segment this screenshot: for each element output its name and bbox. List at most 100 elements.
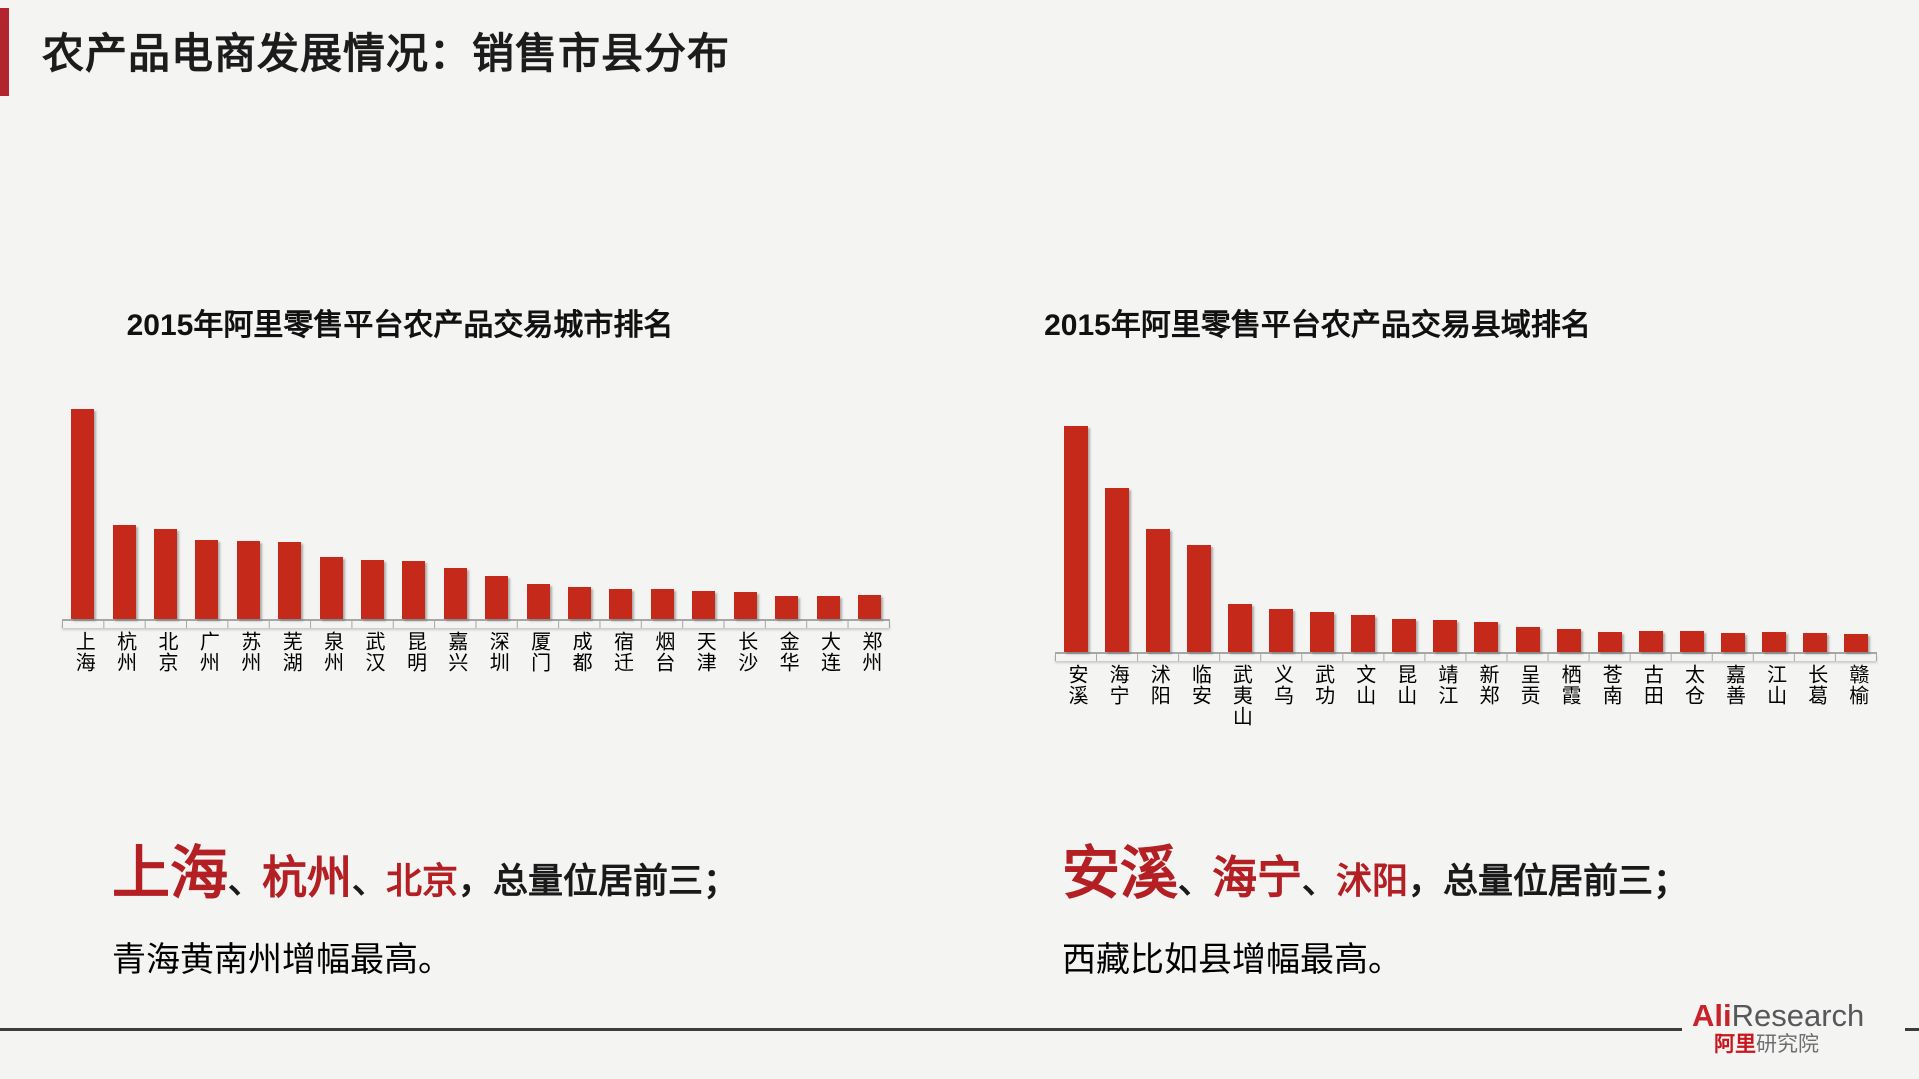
- bar-slot: [1219, 604, 1260, 652]
- city-top3-line: 上海 、 杭州 、 北京 ，总量位居前三；: [112, 826, 892, 910]
- x-axis-label: 靖江: [1434, 664, 1457, 706]
- x-axis-label: 烟台: [651, 631, 674, 673]
- bar-slot: [1713, 633, 1754, 652]
- bar-slot: [1836, 634, 1877, 652]
- x-axis-label: 江山: [1763, 664, 1786, 706]
- city-rank2: 杭州: [262, 852, 353, 903]
- bar-北京: [154, 529, 178, 619]
- bar-slot: [1589, 632, 1630, 652]
- bar-文山: [1351, 615, 1376, 652]
- logo-ali-text: Ali: [1692, 998, 1732, 1033]
- x-axis-label: 赣榆: [1845, 664, 1868, 706]
- x-axis-ticks: [1055, 654, 1877, 661]
- bar-义乌: [1269, 609, 1294, 652]
- bar-泉州: [319, 557, 343, 619]
- x-axis-label: 武夷山: [1229, 664, 1252, 727]
- x-axis-label: 昆山: [1393, 664, 1416, 706]
- aliresearch-logo-en: AliResearch: [1692, 998, 1895, 1033]
- county-rank1: 安溪: [1062, 841, 1179, 906]
- bar-江山: [1762, 632, 1787, 652]
- x-axis-label: 天津: [693, 631, 716, 673]
- bar-slot: [435, 568, 476, 619]
- city-summary-callout: 上海 、 杭州 、 北京 ，总量位居前三； 青海黄南州增幅最高。: [112, 826, 892, 981]
- bar-slot: [1137, 529, 1178, 652]
- city-ranking-chart: 上海 杭州 北京 广州 苏州 芜湖 泉州 武汉 昆明 嘉兴 深圳 厦门 成都 宿迁 烟台 天津 长沙 金华 大连 郑州: [62, 336, 890, 673]
- aliresearch-logo: AliResearch 阿里研究院: [1682, 998, 1905, 1062]
- bar-厦门: [526, 584, 550, 619]
- bar-武夷山: [1227, 604, 1252, 652]
- bar-嘉善: [1721, 633, 1746, 652]
- bar-slot: [1630, 631, 1671, 652]
- x-axis-label: 嘉兴: [444, 631, 467, 673]
- county-rank2: 海宁: [1212, 852, 1303, 903]
- x-axis-label: 安溪: [1065, 664, 1088, 706]
- right-chart-title: 2015年阿里零售平台农产品交易县域排名: [1044, 309, 1591, 342]
- bar-苍南: [1597, 632, 1622, 652]
- bar-深圳: [485, 576, 509, 619]
- bar-slot: [807, 596, 848, 619]
- bar-上海: [71, 409, 95, 619]
- bar-安溪: [1063, 426, 1088, 652]
- bar-郑州: [857, 595, 881, 619]
- x-axis-label: 上海: [72, 631, 95, 673]
- x-axis-label: 北京: [155, 631, 178, 673]
- bar-苏州: [236, 541, 260, 619]
- logo-ali-cn-text: 阿里: [1714, 1032, 1756, 1056]
- bar-slot: [1507, 627, 1548, 652]
- city-top3-suffix: ，总量位居前三；: [458, 862, 739, 901]
- bar-slot: [1795, 633, 1836, 652]
- county-top3-line: 安溪 、 海宁 、 沭阳 ，总量位居前三；: [1062, 826, 1842, 910]
- x-axis-labels: 上海 杭州 北京 广州 苏州 芜湖 泉州 武汉 昆明 嘉兴 深圳 厦门 成都 宿迁 烟台 天津 长沙 金华 大连 郑州: [62, 631, 890, 673]
- bar-slot: [683, 591, 724, 619]
- bar-昆山: [1392, 619, 1417, 652]
- x-axis-label: 长沙: [734, 631, 757, 673]
- bar-临安: [1186, 545, 1211, 652]
- x-axis-label: 新郑: [1475, 664, 1498, 706]
- bar-长沙: [733, 592, 757, 619]
- bar-赣榆: [1844, 634, 1869, 652]
- bar-slot: [1096, 488, 1137, 652]
- bar-长葛: [1803, 633, 1828, 652]
- bar-广州: [195, 540, 219, 619]
- bar-天津: [692, 591, 716, 619]
- county-top3-suffix: ，总量位居前三；: [1408, 862, 1689, 901]
- bar-烟台: [650, 589, 674, 619]
- separator: 、: [1302, 863, 1337, 901]
- bar-沭阳: [1145, 529, 1170, 652]
- x-axis-label: 泉州: [320, 631, 343, 673]
- bar-slot: [1425, 620, 1466, 652]
- bar-芜湖: [278, 542, 302, 619]
- bar-武功: [1310, 612, 1335, 652]
- bar-slot: [1466, 622, 1507, 652]
- bar-slot: [725, 592, 766, 619]
- bar-slot: [310, 557, 351, 619]
- left-chart-title: 2015年阿里零售平台农产品交易城市排名: [126, 309, 674, 342]
- bar-slot: [849, 595, 890, 619]
- bar-slot: [517, 584, 558, 619]
- x-axis-labels: 安溪 海宁 沭阳 临安 武夷山 义乌 武功 文山 昆山 靖江 新郑 呈贡 栖霞 苍南 古田 太仓 嘉善 江山 长葛赣…: [1055, 664, 1877, 727]
- x-axis-label: 呈贡: [1517, 664, 1540, 706]
- logo-research-text: Research: [1731, 998, 1865, 1033]
- plot-area: [1055, 364, 1877, 654]
- county-summary-callout: 安溪 、 海宁 、 沭阳 ，总量位居前三； 西藏比如县增幅最高。: [1062, 826, 1842, 981]
- bar-slot: [62, 409, 103, 619]
- bar-slot: [476, 576, 517, 619]
- bar-slot: [1384, 619, 1425, 652]
- bar-slot: [559, 587, 600, 619]
- bar-杭州: [112, 525, 136, 619]
- separator: 、: [1178, 863, 1213, 901]
- bar-金华: [775, 596, 799, 619]
- title-accent-bar: [0, 8, 9, 96]
- bar-slot: [1302, 612, 1343, 652]
- x-axis-label: 郑州: [858, 631, 881, 673]
- separator: 、: [352, 863, 387, 901]
- bar-slot: [1178, 545, 1219, 652]
- bar-slot: [600, 589, 641, 619]
- x-axis-label: 太仓: [1681, 664, 1704, 706]
- x-axis-label: 嘉善: [1722, 664, 1745, 706]
- bar-slot: [393, 561, 434, 619]
- bar-slot: [1055, 426, 1096, 652]
- x-axis-label: 文山: [1352, 664, 1375, 706]
- logo-institute-cn-text: 研究院: [1756, 1032, 1819, 1056]
- bar-昆明: [402, 561, 426, 619]
